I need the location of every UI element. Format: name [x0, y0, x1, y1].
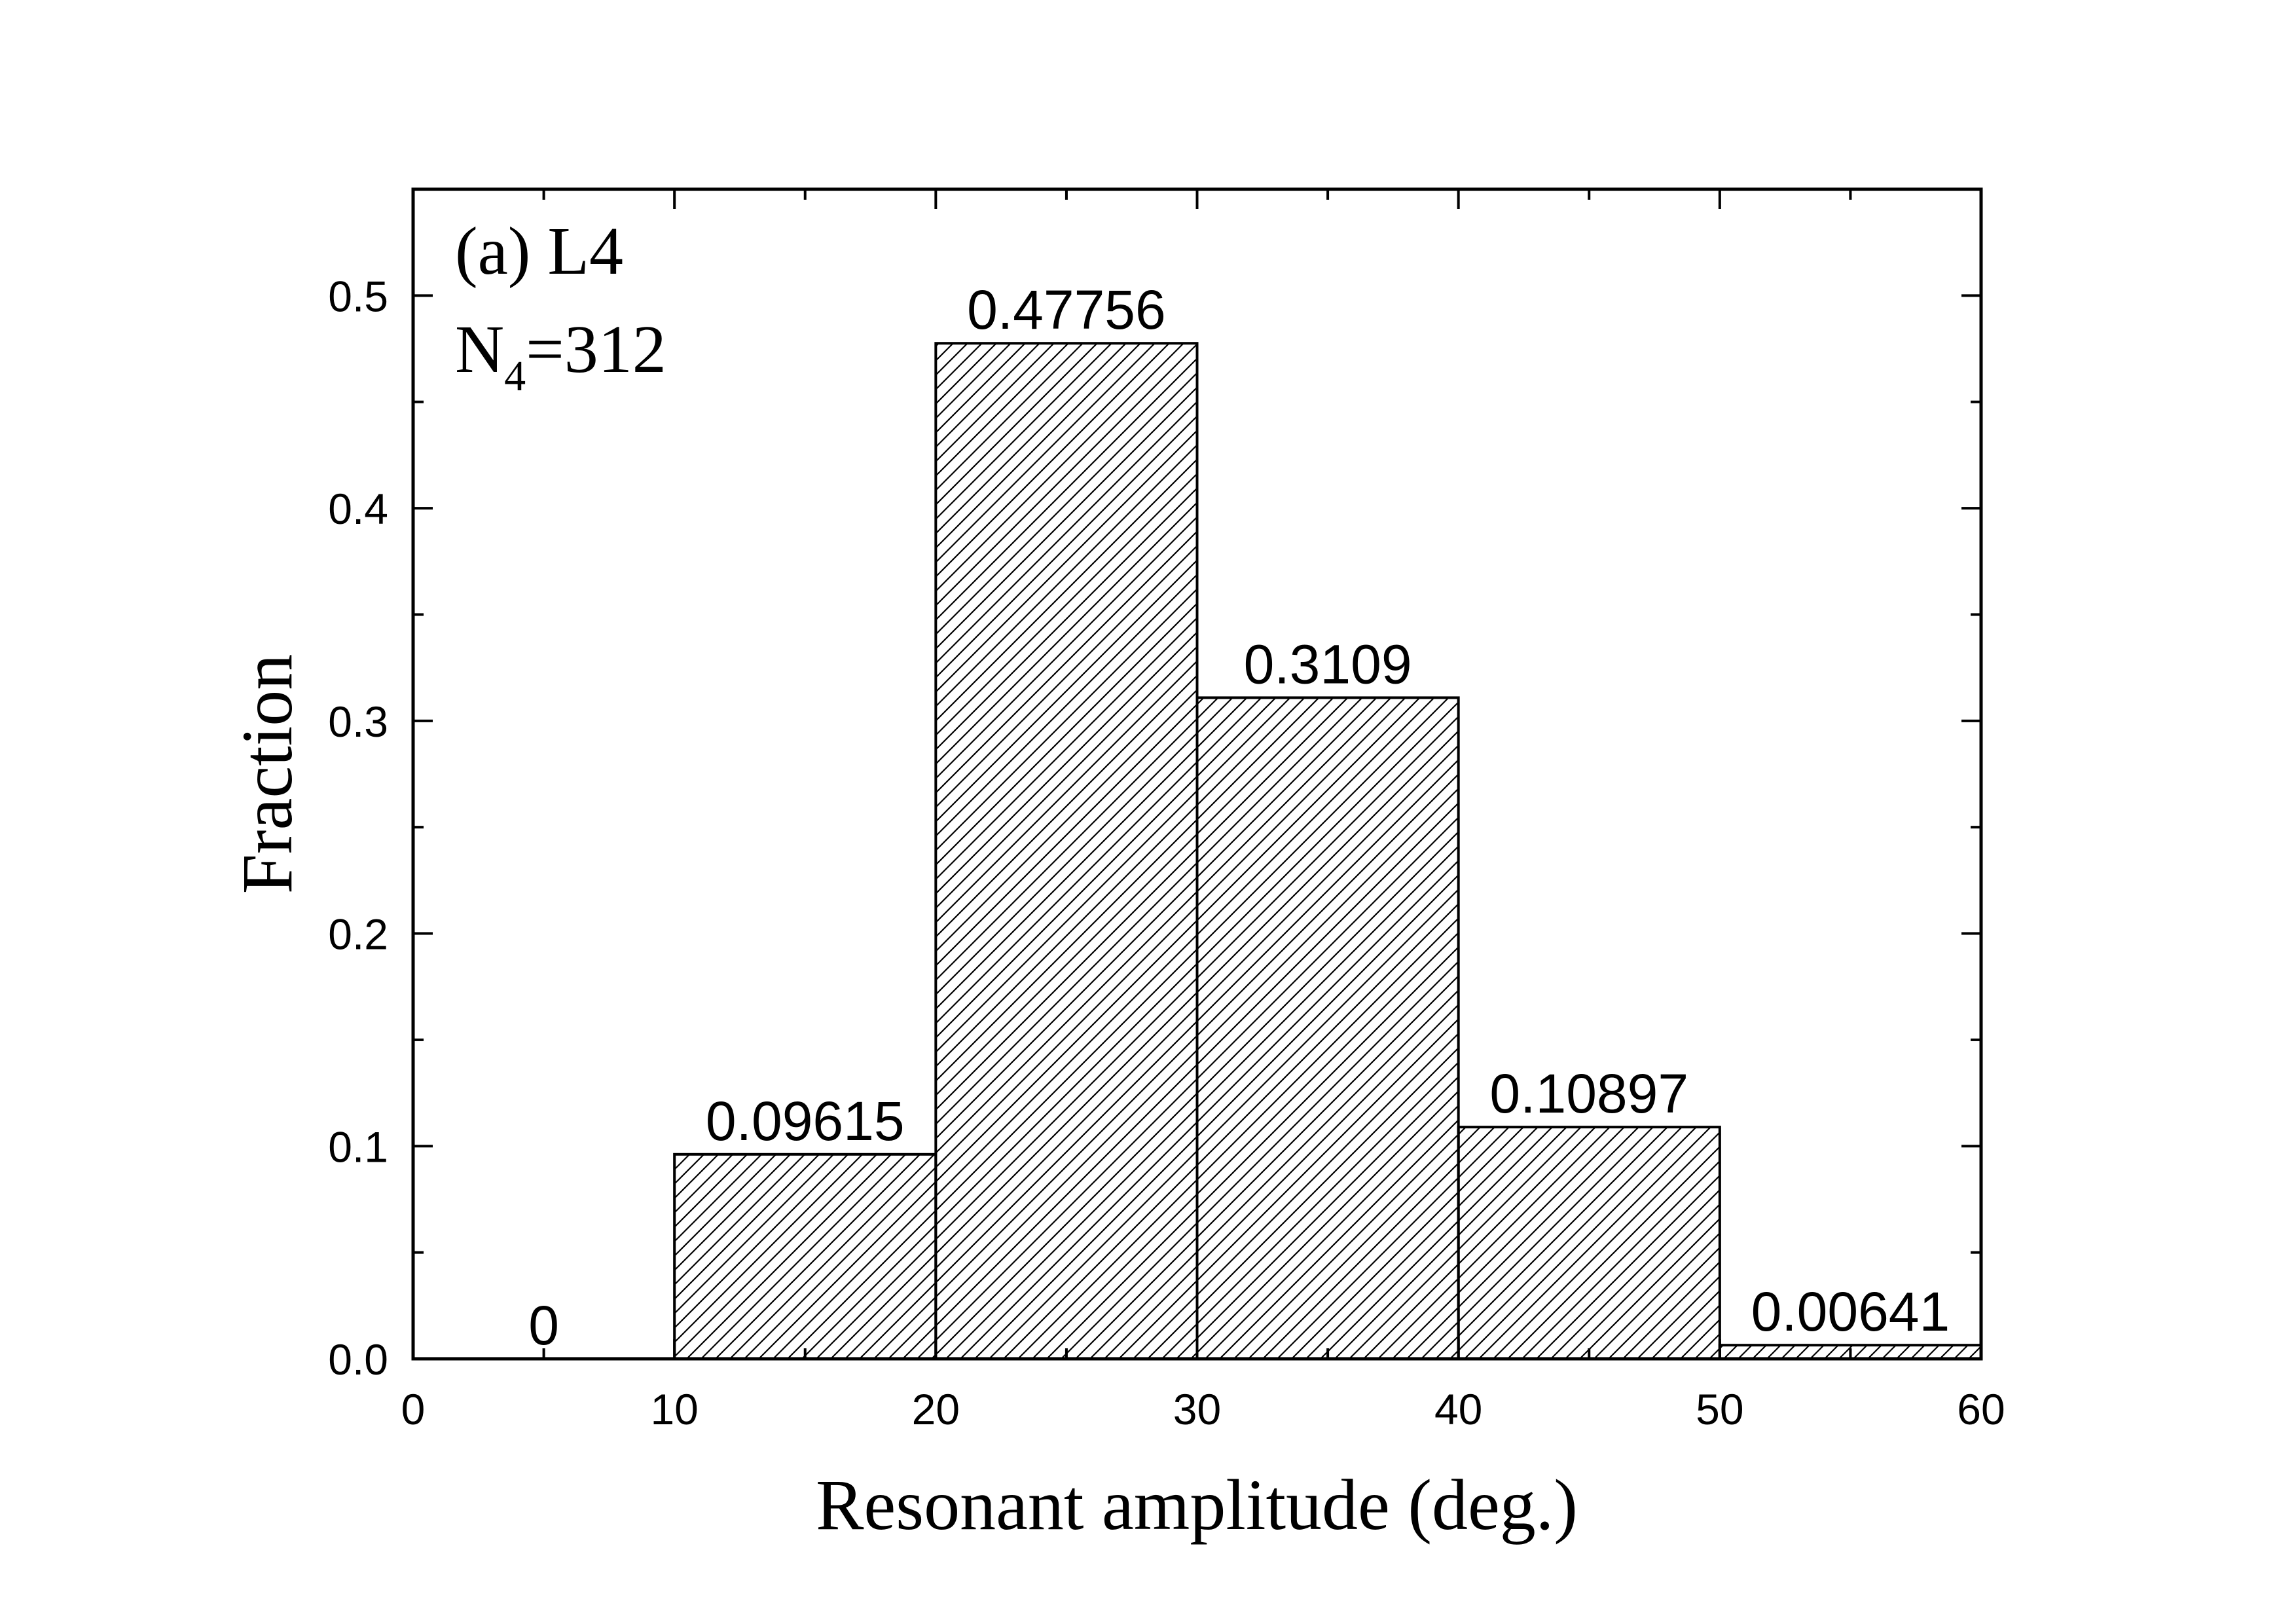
x-tick-label-2: 20	[912, 1385, 960, 1433]
bar-value-label-5: 0.00641	[1751, 1281, 1950, 1342]
x-tick-label-6: 60	[1957, 1385, 2005, 1433]
histogram-bar-4	[1457, 1126, 1721, 1360]
bar-value-label-4: 0.10897	[1489, 1063, 1688, 1124]
bar-value-label-1: 0.09615	[706, 1090, 905, 1152]
x-tick-label-1: 10	[650, 1385, 698, 1433]
y-tick-label-2: 0.2	[328, 910, 388, 959]
y-axis-label: Fraction	[227, 654, 307, 895]
y-tick-label-3: 0.3	[328, 697, 388, 746]
axis-ticks	[412, 188, 1982, 1360]
x-tick-label-0: 0	[401, 1385, 426, 1433]
bar-value-labels: 0 0.09615 0.47756 0.3109 0.10897 0.00641	[528, 279, 1950, 1356]
histogram-bar-2	[934, 342, 1199, 1360]
x-axis-label: Resonant amplitude (deg.)	[816, 1465, 1578, 1545]
panel-label: (a) L4	[455, 213, 623, 289]
annotation-rest: =312	[526, 312, 666, 387]
y-tick-label-5: 0.5	[328, 272, 388, 320]
histogram-bar-1	[673, 1153, 938, 1361]
x-tick-label-3: 30	[1173, 1385, 1221, 1433]
bars	[673, 342, 1982, 1361]
y-tick-label-0: 0.0	[328, 1335, 388, 1384]
y-tick-labels: 0.0 0.1 0.2 0.3 0.4 0.5	[328, 272, 388, 1384]
bar-value-label-0: 0	[528, 1295, 559, 1356]
sample-size-annotation: N4=312	[455, 312, 666, 400]
bar-value-label-2: 0.47756	[967, 279, 1166, 341]
x-tick-label-4: 40	[1434, 1385, 1482, 1433]
x-tick-label-5: 50	[1696, 1385, 1743, 1433]
y-tick-label-1: 0.1	[328, 1122, 388, 1171]
histogram-bar-3	[1195, 696, 1460, 1360]
annotation-main: N	[455, 312, 504, 387]
bar-value-label-3: 0.3109	[1244, 633, 1412, 695]
annotation-subscript: 4	[504, 352, 526, 400]
x-tick-labels: 0 10 20 30 40 50 60	[401, 1385, 2005, 1433]
y-tick-label-4: 0.4	[328, 485, 388, 533]
